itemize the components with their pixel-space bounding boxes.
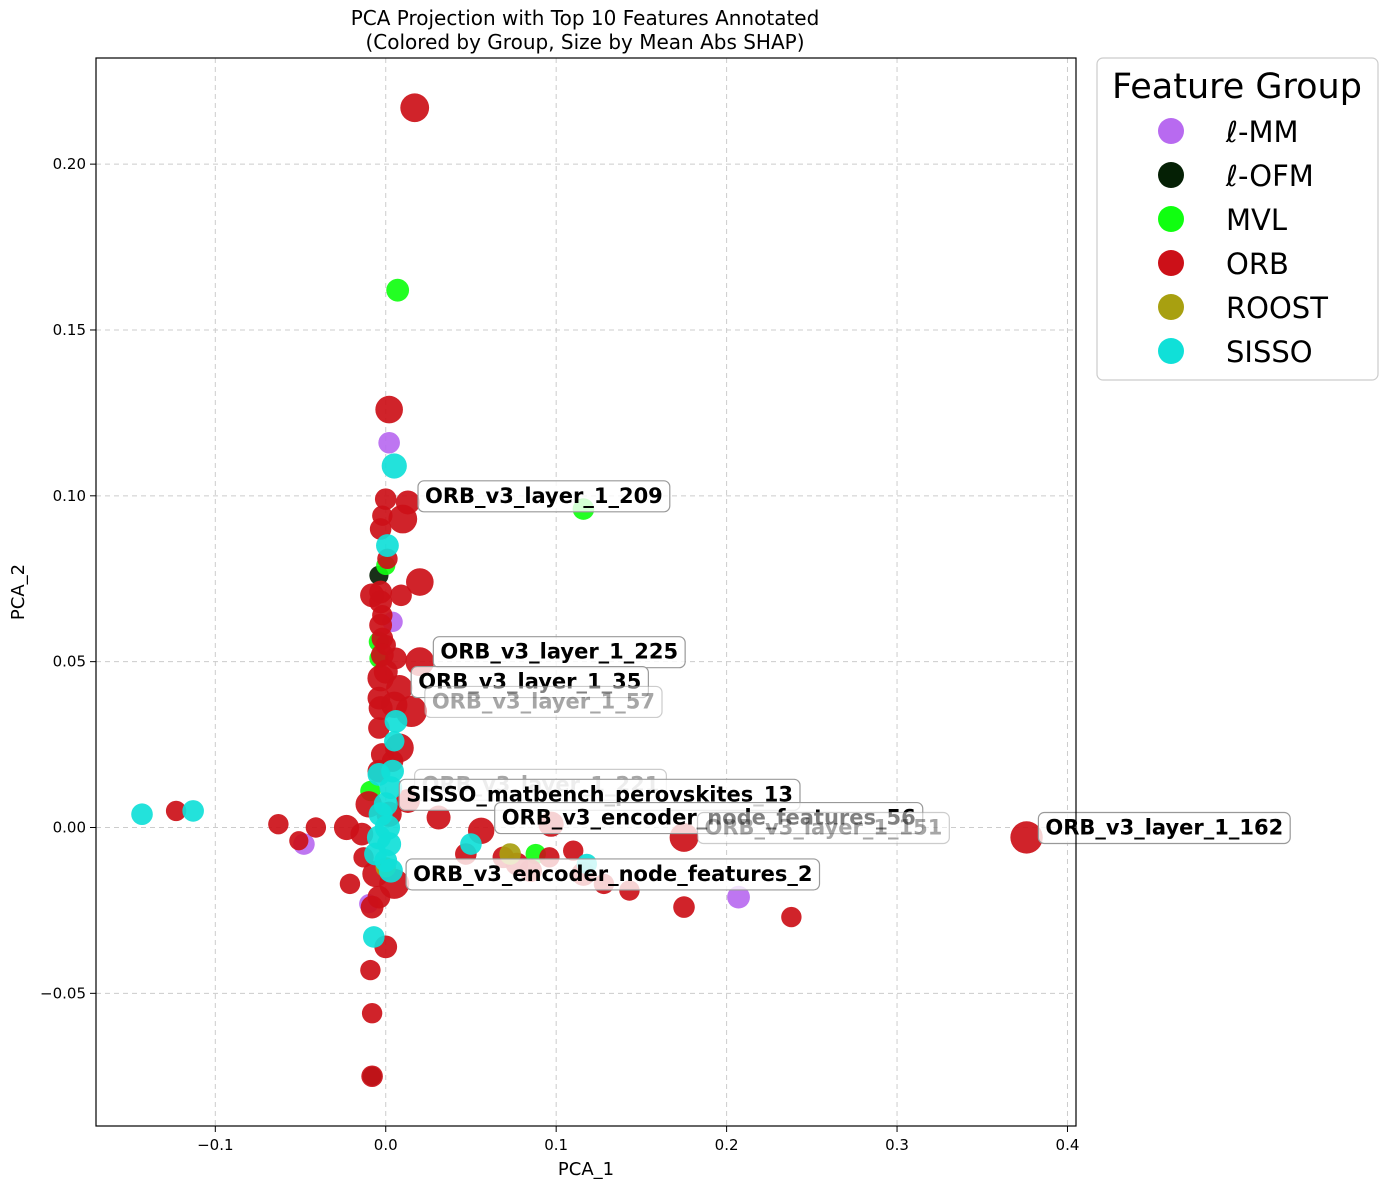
legend-entry: MVL xyxy=(1158,203,1287,237)
annotation-box xyxy=(696,811,950,845)
scatter-points xyxy=(131,93,1043,1088)
legend-marker xyxy=(1158,250,1184,276)
x-tick-label: 0.3 xyxy=(885,1136,909,1154)
annotation-label: ORB_v3_layer_1_162 xyxy=(1045,815,1283,839)
legend-entry: ℓ-OFM xyxy=(1158,159,1314,193)
scatter-point xyxy=(386,278,410,302)
x-tick-label: 0.2 xyxy=(715,1136,739,1154)
scatter-point xyxy=(781,906,802,928)
annotation: ORB_v3_layer_1_151 xyxy=(696,811,950,845)
scatter-point xyxy=(360,895,384,919)
y-tick-label: −0.05 xyxy=(40,984,86,1002)
y-tick-label: 0.15 xyxy=(53,321,86,339)
scatter-point xyxy=(395,490,420,515)
x-axis-label: PCA_1 xyxy=(558,1159,614,1180)
scatter-point xyxy=(378,431,400,454)
scatter-point xyxy=(363,926,385,948)
axis-ticks: −0.1 0.0 0.1 0.2 0.3 0.4 −0.05 0.00 0.05 0.10 0.15… xyxy=(40,155,1079,1154)
x-tick-label: −0.1 xyxy=(197,1136,233,1154)
scatter-point xyxy=(460,833,482,855)
annotation-label: ORB_v3_encoder_node_features_2 xyxy=(413,862,812,886)
scatter-point xyxy=(390,584,412,607)
legend-label: MVL xyxy=(1226,203,1287,237)
annotation: ORB_v3_layer_1_225 xyxy=(432,636,686,669)
scatter-point xyxy=(182,800,204,822)
annotation-box xyxy=(1037,811,1291,845)
legend-label: ROOST xyxy=(1226,291,1328,325)
scatter-point xyxy=(289,831,309,851)
scatter-point xyxy=(368,696,393,721)
scatter-point xyxy=(305,817,327,838)
scatter-point xyxy=(374,488,397,510)
y-tick-label: 0.10 xyxy=(53,487,86,505)
x-tick-label: 0.4 xyxy=(1056,1136,1080,1154)
chart-subtitle: (Colored by Group, Size by Mean Abs SHAP… xyxy=(365,30,804,54)
annotation-label: ORB_v3_layer_1_209 xyxy=(425,484,663,508)
feature-annotations: ORB_v3_layer_1_209 ORB_v3_layer_1_225 ORB_… xyxy=(398,480,1291,891)
scatter-point xyxy=(268,813,289,835)
scatter-point xyxy=(400,93,430,123)
legend: Feature Group ℓ-MM ℓ-OFM MVL ORB ROOST SISSO xyxy=(1096,57,1379,381)
annotation: ORB_v3_layer_1_209 xyxy=(417,480,671,513)
legend-label: ℓ-OFM xyxy=(1225,159,1314,193)
scatter-point xyxy=(384,709,408,733)
scatter-point xyxy=(384,731,405,752)
scatter-point xyxy=(426,805,451,830)
y-tick-label: 0.00 xyxy=(53,818,86,836)
legend-entry: ORB xyxy=(1158,247,1289,281)
scatter-point xyxy=(368,717,390,739)
grid xyxy=(96,58,1076,1126)
annotation: ORB_v3_layer_1_57 xyxy=(424,685,663,719)
legend-marker xyxy=(1158,118,1184,144)
scatter-point xyxy=(1010,821,1043,854)
scatter-point xyxy=(673,896,695,918)
legend-entry: SISSO xyxy=(1158,335,1313,369)
legend-label: SISSO xyxy=(1226,335,1313,369)
scatter-point xyxy=(563,840,584,861)
scatter-point xyxy=(131,803,153,826)
legend-label: ORB xyxy=(1226,247,1289,281)
scatter-point xyxy=(339,873,361,895)
scatter-point xyxy=(165,800,187,822)
scatter-point xyxy=(375,395,403,424)
legend-title: Feature Group xyxy=(1112,67,1362,107)
chart-title: PCA Projection with Top 10 Features Anno… xyxy=(351,6,820,30)
scatter-point xyxy=(361,1065,383,1088)
x-tick-label: 0.1 xyxy=(544,1136,568,1154)
annotation-box xyxy=(405,858,821,891)
legend-entry: ℓ-MM xyxy=(1158,115,1299,149)
legend-marker xyxy=(1158,206,1184,232)
y-tick-label: 0.20 xyxy=(53,155,86,173)
annotation-box xyxy=(417,480,671,513)
legend-marker xyxy=(1158,294,1184,320)
scatter-point xyxy=(376,534,399,557)
legend-marker xyxy=(1158,162,1184,188)
annotation-label: ORB_v3_layer_1_151 xyxy=(705,815,943,839)
y-axis-label: PCA_2 xyxy=(8,564,29,620)
annotation: ORB_v3_layer_1_162 xyxy=(1037,811,1291,845)
legend-label: ℓ-MM xyxy=(1225,115,1299,149)
plot-frame xyxy=(95,57,1077,1127)
scatter-point xyxy=(727,885,750,909)
x-tick-label: 0.0 xyxy=(374,1136,398,1154)
legend-marker xyxy=(1158,338,1184,364)
y-tick-label: 0.05 xyxy=(53,653,86,671)
annotation-label: ORB_v3_layer_1_57 xyxy=(432,689,655,713)
legend-entry: ROOST xyxy=(1158,291,1328,325)
annotation-box xyxy=(424,685,663,719)
scatter-point xyxy=(378,858,403,883)
annotation-label: ORB_v3_layer_1_225 xyxy=(440,640,678,664)
scatter-point xyxy=(406,568,434,596)
scatter-point xyxy=(361,1003,383,1024)
legend-entries: ℓ-MM ℓ-OFM MVL ORB ROOST SISSO xyxy=(1158,115,1328,369)
annotation: ORB_v3_encoder_node_features_2 xyxy=(405,858,821,891)
scatter-point xyxy=(381,453,407,479)
scatter-point xyxy=(360,959,381,981)
